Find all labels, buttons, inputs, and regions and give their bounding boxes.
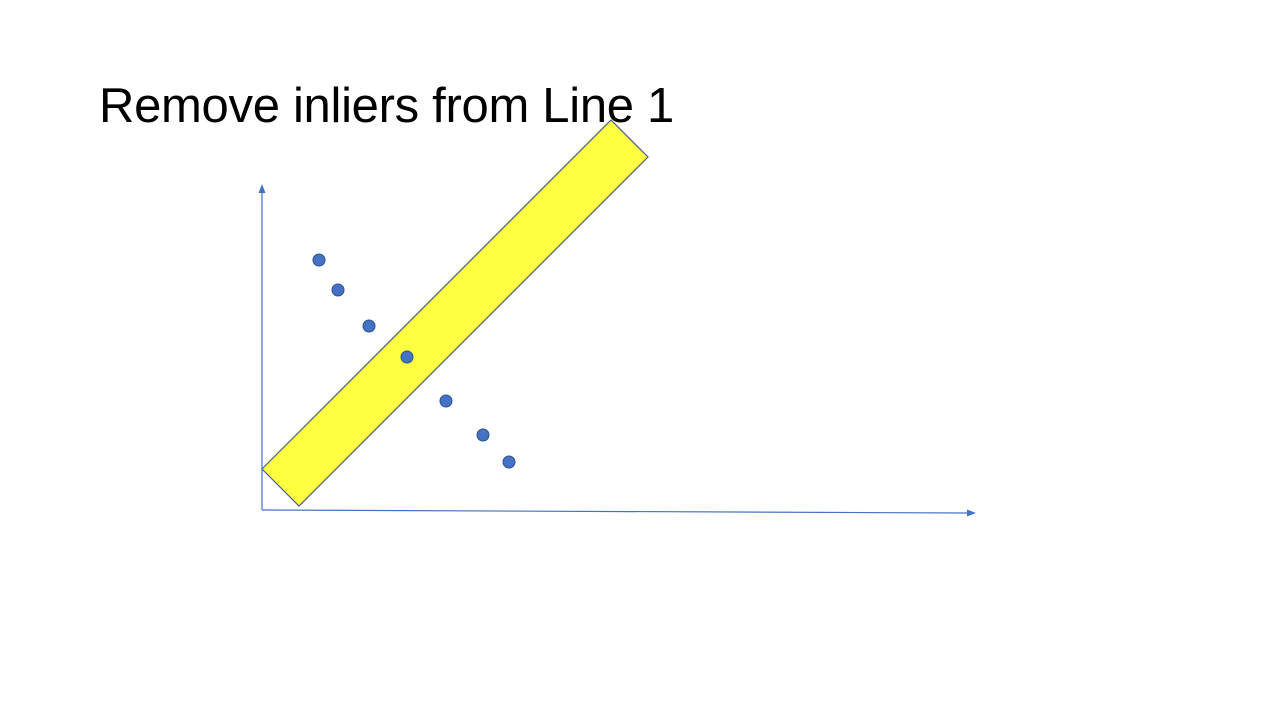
data-point (331, 283, 345, 297)
data-point (400, 350, 414, 364)
data-point (362, 319, 376, 333)
y-axis-arrowhead (258, 184, 266, 193)
slide-title: Remove inliers from Line 1 (99, 79, 674, 133)
x-axis-arrowhead (967, 509, 976, 517)
data-point (439, 394, 453, 408)
data-point (476, 428, 490, 442)
data-points (312, 253, 516, 469)
data-point (502, 455, 516, 469)
x-axis (261, 509, 969, 514)
inlier-band (261, 119, 649, 507)
data-point (312, 253, 326, 267)
